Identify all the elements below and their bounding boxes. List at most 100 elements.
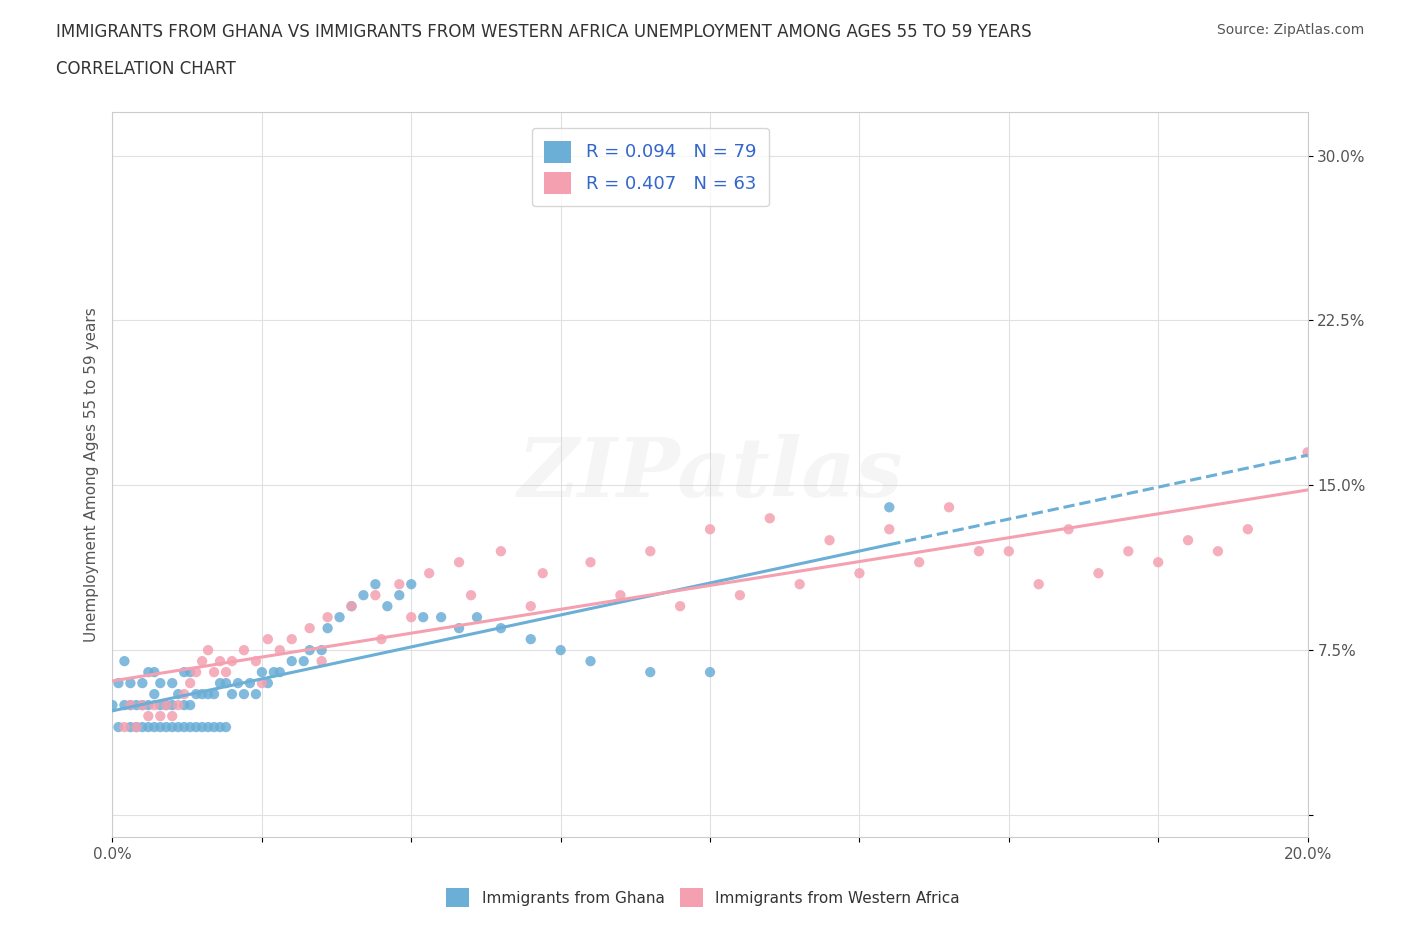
- Point: [1118, 544, 1140, 559]
- Point: [531, 565, 554, 580]
- Text: CORRELATION CHART: CORRELATION CHART: [56, 60, 236, 78]
- Point: [173, 665, 195, 680]
- Point: [155, 698, 177, 712]
- Point: [138, 709, 160, 724]
- Point: [364, 588, 387, 603]
- Point: [162, 709, 183, 724]
- Point: [1057, 522, 1080, 537]
- Point: [197, 720, 219, 735]
- Legend: R = 0.094   N = 79, R = 0.407   N = 63: R = 0.094 N = 79, R = 0.407 N = 63: [531, 128, 769, 206]
- Point: [1237, 522, 1260, 537]
- Point: [316, 620, 339, 635]
- Point: [245, 654, 267, 669]
- Point: [179, 720, 201, 735]
- Point: [221, 686, 243, 701]
- Point: [131, 698, 153, 712]
- Point: [401, 610, 423, 625]
- Point: [191, 686, 214, 701]
- Point: [138, 720, 160, 735]
- Point: [1147, 555, 1170, 570]
- Point: [143, 698, 166, 712]
- Point: [215, 665, 238, 680]
- Point: [269, 665, 291, 680]
- Point: [281, 654, 304, 669]
- Point: [233, 686, 256, 701]
- Point: [1206, 544, 1229, 559]
- Point: [699, 522, 721, 537]
- Point: [143, 720, 166, 735]
- Point: [179, 676, 201, 691]
- Point: [1296, 445, 1319, 459]
- Point: [125, 698, 148, 712]
- Point: [311, 654, 333, 669]
- Point: [186, 720, 208, 735]
- Point: [460, 588, 482, 603]
- Point: [114, 654, 135, 669]
- Text: ZIPatlas: ZIPatlas: [517, 434, 903, 514]
- Point: [269, 643, 291, 658]
- Point: [167, 720, 190, 735]
- Point: [191, 720, 214, 735]
- Point: [728, 588, 751, 603]
- Point: [879, 499, 901, 514]
- Point: [167, 698, 190, 712]
- Point: [197, 686, 219, 701]
- Point: [107, 676, 129, 691]
- Point: [340, 599, 363, 614]
- Point: [316, 610, 339, 625]
- Point: [298, 620, 321, 635]
- Point: [239, 676, 262, 691]
- Point: [155, 698, 177, 712]
- Point: [640, 665, 662, 680]
- Point: [377, 599, 399, 614]
- Point: [167, 686, 190, 701]
- Point: [263, 665, 285, 680]
- Point: [401, 577, 423, 591]
- Point: [550, 643, 572, 658]
- Point: [209, 676, 232, 691]
- Point: [789, 577, 811, 591]
- Point: [186, 665, 208, 680]
- Point: [114, 720, 135, 735]
- Point: [173, 698, 195, 712]
- Point: [226, 676, 249, 691]
- Point: [202, 665, 225, 680]
- Point: [257, 631, 280, 646]
- Point: [107, 720, 129, 735]
- Point: [114, 698, 135, 712]
- Point: [125, 720, 148, 735]
- Point: [162, 676, 183, 691]
- Point: [579, 555, 602, 570]
- Point: [131, 676, 153, 691]
- Point: [209, 720, 232, 735]
- Legend: Immigrants from Ghana, Immigrants from Western Africa: Immigrants from Ghana, Immigrants from W…: [440, 883, 966, 913]
- Point: [669, 599, 692, 614]
- Point: [418, 565, 440, 580]
- Point: [120, 698, 142, 712]
- Point: [449, 620, 471, 635]
- Point: [640, 544, 662, 559]
- Point: [967, 544, 990, 559]
- Point: [520, 631, 543, 646]
- Point: [209, 654, 232, 669]
- Point: [370, 631, 392, 646]
- Point: [292, 654, 315, 669]
- Point: [162, 698, 183, 712]
- Point: [430, 610, 453, 625]
- Point: [465, 610, 488, 625]
- Point: [202, 686, 225, 701]
- Point: [125, 720, 148, 735]
- Point: [245, 686, 267, 701]
- Point: [609, 588, 631, 603]
- Point: [179, 665, 201, 680]
- Point: [191, 654, 214, 669]
- Point: [489, 544, 512, 559]
- Point: [149, 720, 172, 735]
- Point: [221, 654, 243, 669]
- Point: [818, 533, 841, 548]
- Text: Source: ZipAtlas.com: Source: ZipAtlas.com: [1216, 23, 1364, 37]
- Point: [173, 686, 195, 701]
- Point: [281, 631, 304, 646]
- Point: [759, 511, 782, 525]
- Point: [449, 555, 471, 570]
